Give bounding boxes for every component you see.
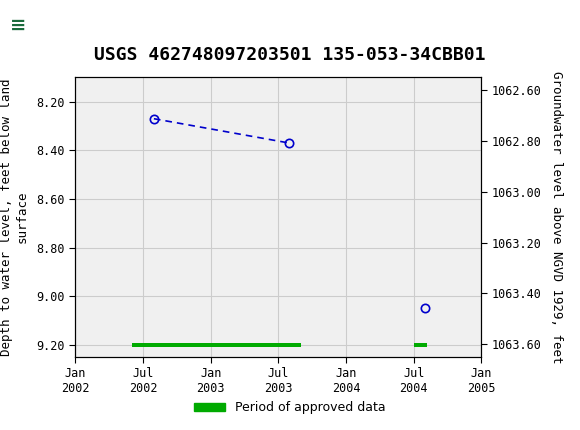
Legend: Period of approved data: Period of approved data <box>189 396 391 419</box>
Y-axis label: Groundwater level above NGVD 1929, feet: Groundwater level above NGVD 1929, feet <box>550 71 563 363</box>
Text: USGS 462748097203501 135-053-34CBB01: USGS 462748097203501 135-053-34CBB01 <box>94 46 486 64</box>
Text: USGS: USGS <box>23 16 70 35</box>
Bar <box>132 343 302 347</box>
Y-axis label: Depth to water level, feet below land
surface: Depth to water level, feet below land su… <box>0 78 28 356</box>
Text: ≡: ≡ <box>10 16 27 35</box>
Bar <box>414 343 427 347</box>
Bar <box>3 5 35 46</box>
